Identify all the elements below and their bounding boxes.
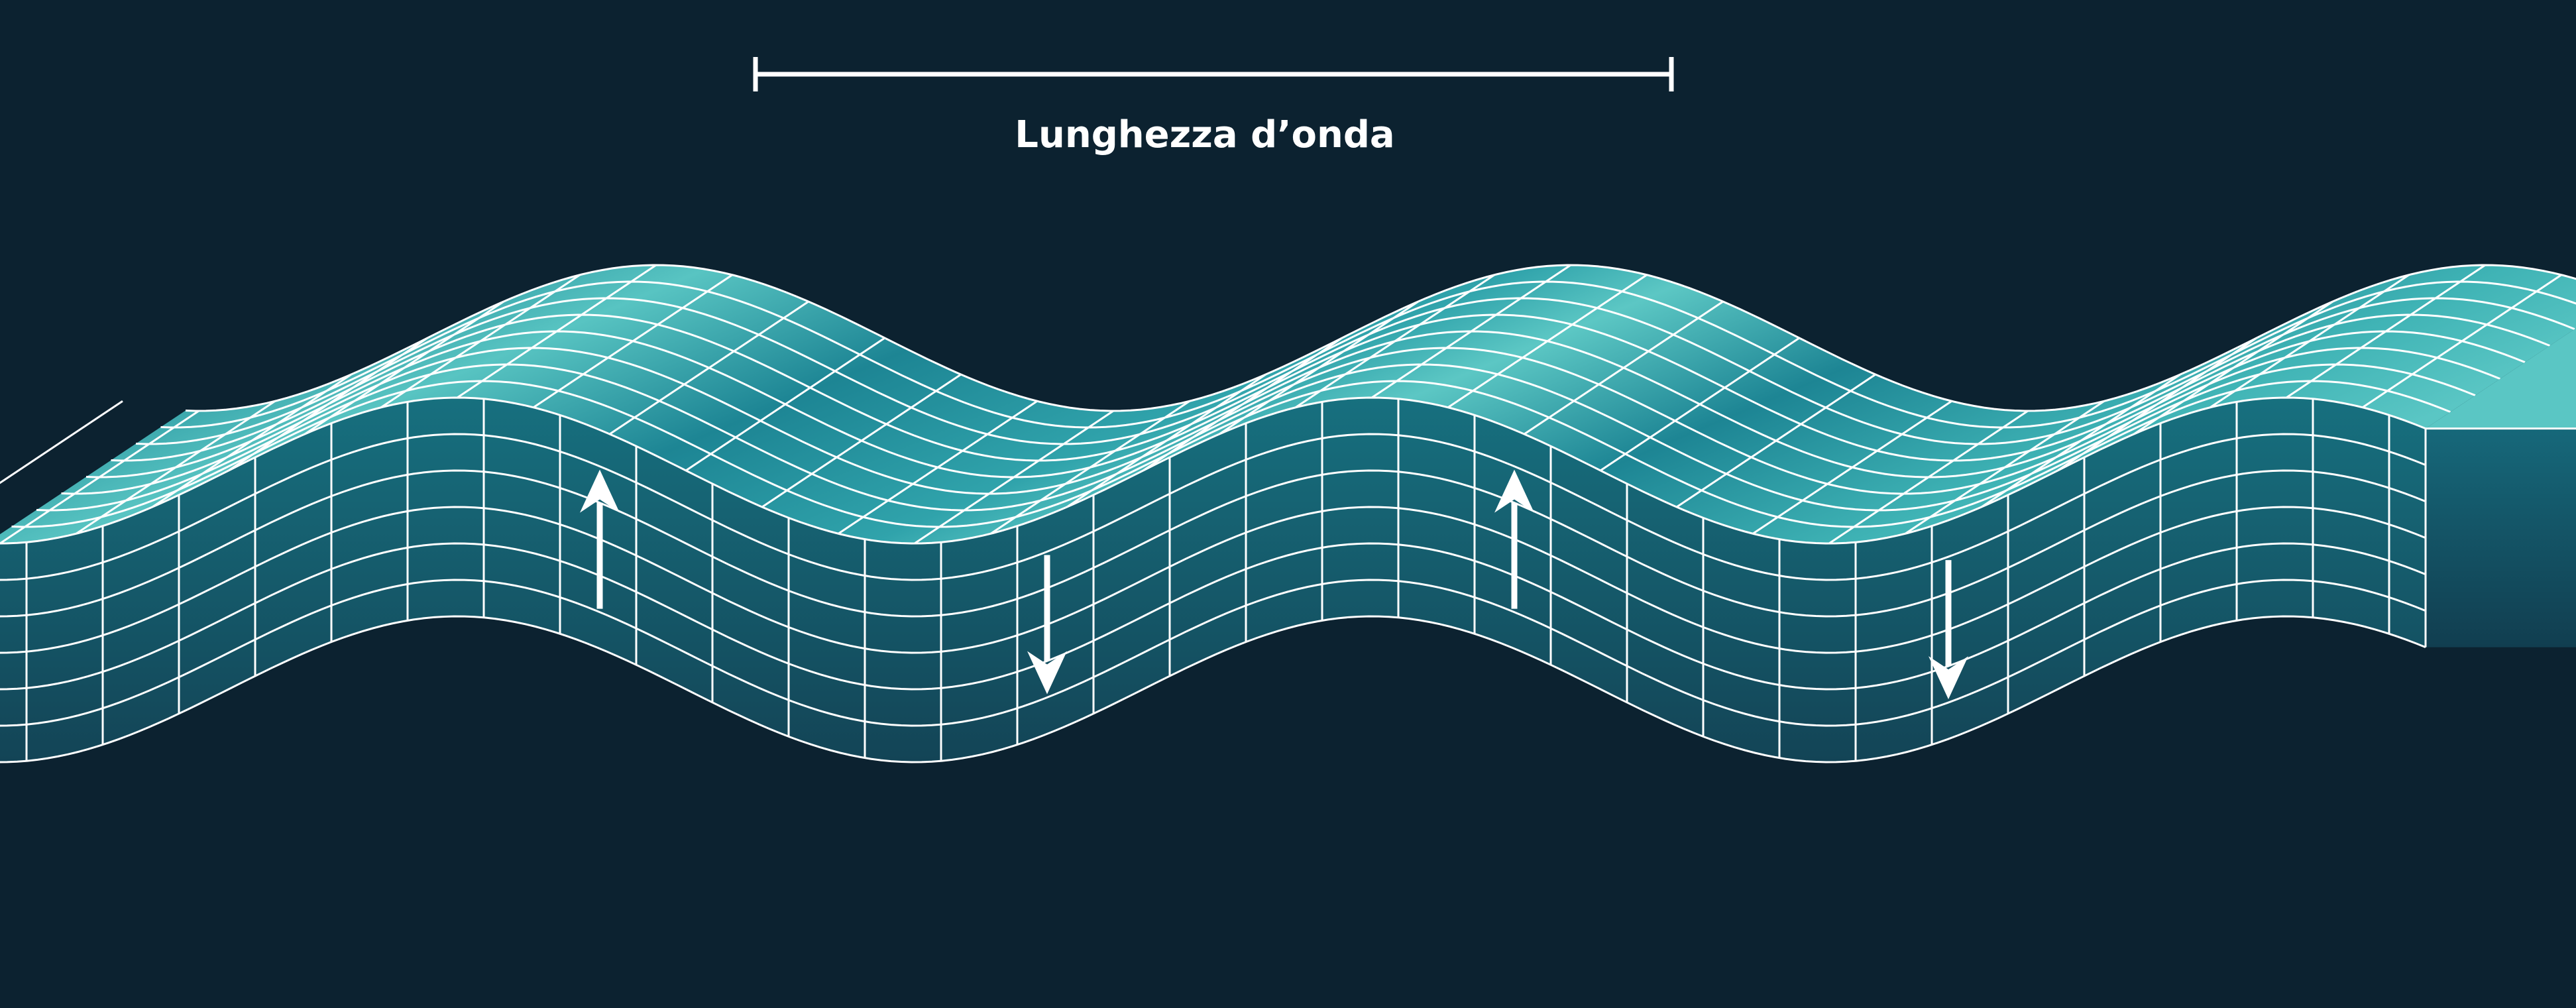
top-grid-line [2210,274,2410,408]
top-grid-line [85,330,2526,478]
top-grid-line [1600,337,1800,472]
displacement-arrows [580,469,1968,700]
top-grid-line [1371,264,1571,399]
front-grid-line [0,469,2426,618]
top-grid-line [914,410,1114,545]
top-grid-line [185,264,2576,412]
wavelength-bracket: Lunghezza d’onda [753,57,1674,156]
arrow-head [1929,656,1968,700]
arrow-head [1494,469,1534,513]
top-grid-line [1981,373,2181,508]
top-grid-line [0,400,123,484]
front-grid-line [0,433,2426,581]
top-grid-line [1828,410,2029,545]
wavelength-label: Lunghezza d’onda [1015,113,1394,156]
top-grid-line [1524,300,1724,435]
top-grid-line [533,274,733,408]
front-grid-line [0,506,2426,654]
wave-end-face [2424,328,2576,647]
wave-top-surface [0,264,2576,545]
top-grid-line [838,400,1038,535]
top-grid-line [2362,274,2562,408]
top-grid-line [36,363,2476,512]
top-grid-line [76,400,276,535]
top-grid-line [1066,373,1266,508]
top-grid-line [1143,337,1343,472]
top-grid-line [1905,400,2105,535]
arrow-up [580,469,620,609]
top-grid-line [609,300,809,435]
arrow-down [1929,560,1968,700]
top-grid-line [761,373,962,508]
top-grid-line [1676,373,1876,508]
arrow-down [1027,555,1067,695]
front-grid-line [0,542,2426,691]
front-grid-line [0,579,2426,727]
top-grid-line [457,264,657,399]
top-grid-line [111,313,2551,462]
front-grid-line [0,396,2426,545]
top-grid-line [1295,274,1495,408]
top-grid-line [0,410,199,545]
top-grid-line [1219,300,1419,435]
top-grid-line [1447,274,1648,408]
top-grid-line [685,337,885,472]
arrow-head [580,469,620,513]
top-grid-line [152,373,352,508]
top-grid-line [61,347,2501,495]
front-grid-line [0,615,2426,763]
top-grid-line [228,337,428,472]
top-grid-line [2133,300,2333,435]
top-grid-line [2286,264,2486,399]
arrow-up [1494,469,1534,609]
top-grid-line [1752,400,1952,535]
end-front-fill [2426,428,2576,647]
top-grid-line [135,297,2575,445]
end-top-fill [2426,328,2576,429]
top-grid-line [304,300,504,435]
top-grid-line [380,274,581,408]
top-grid-line [11,380,2451,528]
top-grid-line [160,280,2576,429]
arrow-head [1027,651,1067,695]
top-grid-line [2057,337,2257,472]
top-grid-line [990,400,1190,535]
